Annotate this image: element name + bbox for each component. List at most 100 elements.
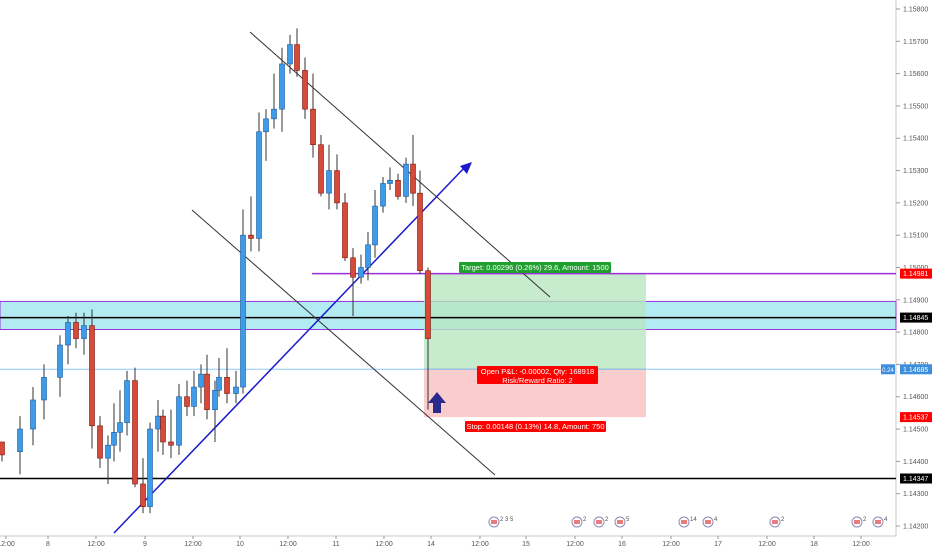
candle-body[interactable]: [302, 70, 308, 110]
event-count: 4: [884, 517, 888, 523]
candle-body[interactable]: [117, 422, 123, 433]
event-marker[interactable]: 14: [678, 516, 697, 528]
candle-body[interactable]: [372, 205, 378, 246]
candle-body[interactable]: [105, 444, 111, 459]
candle-body[interactable]: [57, 344, 63, 378]
candle-body[interactable]: [140, 483, 146, 507]
stop-label[interactable]: Stop: 0.00148 (0.13%) 14.8, Amount: 750: [465, 421, 606, 432]
event-count: 5: [626, 517, 630, 523]
candle-body[interactable]: [240, 234, 246, 388]
event-marker[interactable]: 2 3 5: [488, 516, 514, 528]
candle-body[interactable]: [233, 386, 239, 394]
flag-icon: [772, 520, 778, 524]
event-marker[interactable]: 4: [872, 516, 888, 528]
candle-body[interactable]: [417, 192, 423, 272]
target-label[interactable]: Target: 0.00296 (0.26%) 29.6, Amount: 15…: [459, 262, 611, 273]
candle-body[interactable]: [204, 373, 210, 410]
candle-body[interactable]: [0, 441, 5, 456]
candle-body[interactable]: [65, 322, 71, 346]
candle-body[interactable]: [256, 131, 262, 239]
price-tick-label: 1.15600: [903, 71, 928, 78]
candle-body[interactable]: [124, 380, 130, 423]
price-tick-label: 1.14500: [903, 427, 928, 434]
time-tick-label: 8: [46, 541, 50, 548]
candle-body[interactable]: [30, 399, 36, 430]
time-tick-label: 10: [236, 541, 244, 548]
time-tick-label: 12:00: [758, 541, 776, 548]
candle-body[interactable]: [271, 108, 277, 120]
candle-body[interactable]: [318, 144, 324, 194]
candle-body[interactable]: [176, 396, 182, 446]
profit-area[interactable]: [424, 273, 646, 370]
candle-body[interactable]: [81, 325, 87, 339]
candle-body[interactable]: [410, 163, 416, 194]
candle-body[interactable]: [191, 386, 197, 407]
time-tick-label: 12:00: [375, 541, 393, 548]
candle-body[interactable]: [216, 377, 222, 391]
candle-body[interactable]: [395, 179, 401, 197]
candle-body[interactable]: [365, 244, 371, 268]
candle-body[interactable]: [350, 257, 356, 278]
candle-body[interactable]: [147, 428, 153, 507]
candle-body[interactable]: [380, 183, 386, 207]
stop-label-bg: [465, 421, 606, 432]
candle-body[interactable]: [155, 415, 161, 430]
candle-body[interactable]: [334, 170, 340, 204]
candle-body[interactable]: [224, 377, 230, 394]
time-tick-label: 14: [427, 541, 435, 548]
flag-icon: [617, 520, 623, 524]
event-count: 2: [583, 517, 587, 523]
flag-icon: [854, 520, 860, 524]
ascending-trend-line[interactable]: [113, 165, 467, 534]
open-pnl-label[interactable]: Open P&L: -0.00002, Qty: 168918Risk/Rewa…: [477, 366, 598, 385]
candle-body[interactable]: [17, 428, 23, 452]
event-marker[interactable]: 4: [702, 516, 718, 528]
candle-body[interactable]: [160, 415, 166, 443]
price-tick-label: 1.14600: [903, 394, 928, 401]
candle-body[interactable]: [326, 170, 332, 194]
candle-body[interactable]: [111, 431, 117, 446]
price-tick-label: 1.14300: [903, 491, 928, 498]
candle-body[interactable]: [358, 267, 364, 278]
price-tick-label: 1.15200: [903, 200, 928, 207]
candle-body[interactable]: [425, 270, 431, 339]
flag-icon: [705, 520, 711, 524]
event-marker[interactable]: 2: [851, 516, 867, 528]
descending-channel-upper-line[interactable]: [249, 31, 551, 298]
candle-body[interactable]: [41, 377, 47, 401]
candle-body[interactable]: [387, 179, 393, 184]
countdown-badge-bg: [881, 364, 895, 375]
candle-body[interactable]: [97, 425, 103, 459]
candle-body[interactable]: [403, 163, 409, 197]
candle-body[interactable]: [287, 44, 293, 65]
candle-body[interactable]: [198, 373, 204, 388]
candle-body[interactable]: [89, 325, 95, 427]
event-marker[interactable]: 2: [593, 516, 609, 528]
support-price-label-bg: [900, 473, 932, 484]
candle-body[interactable]: [279, 63, 285, 110]
support-price-label: 1.14347: [903, 476, 928, 483]
candle-body[interactable]: [263, 118, 269, 133]
candle-body[interactable]: [132, 380, 138, 485]
candle-body[interactable]: [168, 441, 174, 446]
event-count: 4: [714, 517, 718, 523]
candle-body[interactable]: [294, 44, 300, 71]
candle-body[interactable]: [310, 108, 316, 146]
candle-body[interactable]: [184, 396, 190, 407]
candle-body[interactable]: [342, 202, 348, 259]
flag-icon: [681, 520, 687, 524]
event-marker[interactable]: 2: [571, 516, 587, 528]
candle-body[interactable]: [248, 234, 254, 239]
time-tick-label: 12:00: [471, 541, 489, 548]
open-pnl-label-text: Open P&L: -0.00002, Qty: 168918: [481, 367, 594, 376]
candle-body[interactable]: [212, 389, 218, 410]
event-marker[interactable]: 2: [769, 516, 785, 528]
resistance-price-label: 1.14845: [903, 315, 928, 322]
event-marker[interactable]: 5: [614, 516, 630, 528]
buy-arrow-icon: [428, 392, 446, 413]
price-tick-label: 1.15800: [903, 7, 928, 14]
candle-body[interactable]: [73, 322, 79, 339]
open-pnl-label-bg: [477, 366, 598, 384]
